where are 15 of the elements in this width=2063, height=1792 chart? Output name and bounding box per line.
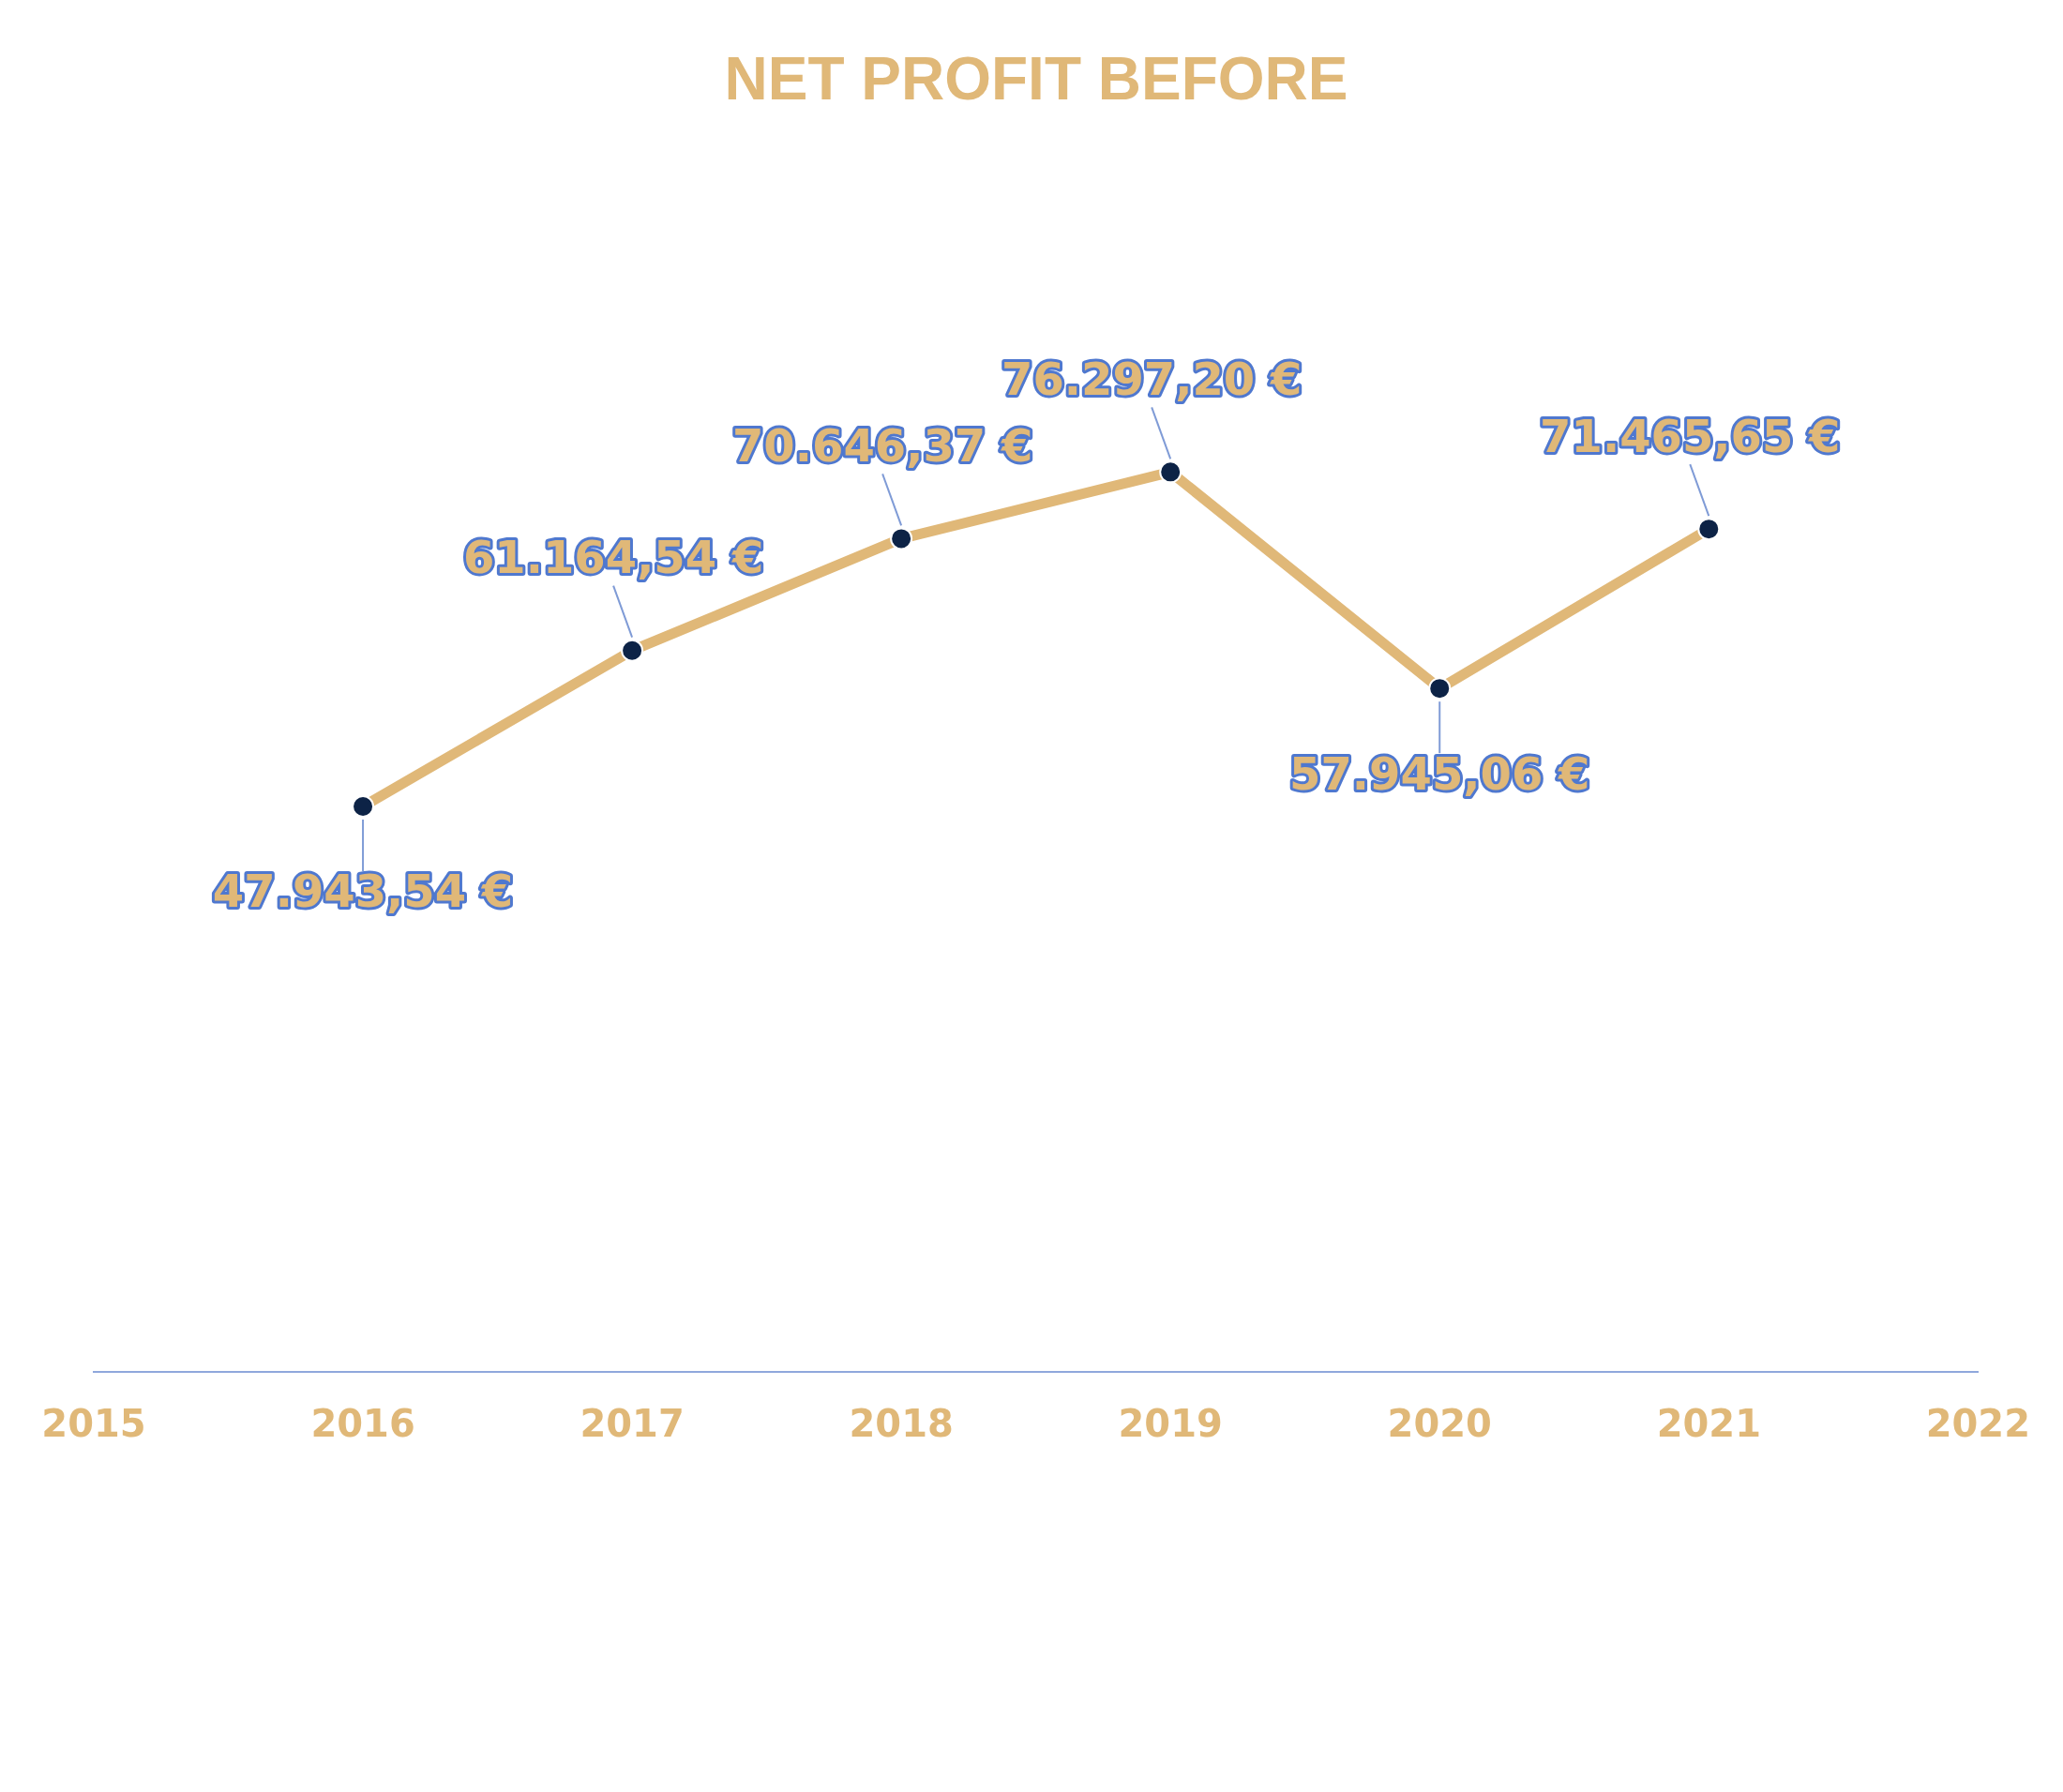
data-label: 61.164,54 € <box>462 531 764 584</box>
data-label: 47.943,54 € <box>212 865 514 918</box>
data-label: 57.945,06 € <box>1289 746 1590 800</box>
x-tick-label: 2016 <box>310 1402 415 1446</box>
data-label: 70.646,37 € <box>731 418 1033 472</box>
x-tick-label: 2017 <box>580 1402 685 1446</box>
x-tick-label: 2015 <box>41 1402 146 1446</box>
chart-title: NET PROFIT BEFORE <box>724 45 1348 113</box>
x-tick-label: 2020 <box>1387 1402 1492 1446</box>
x-tick-label: 2019 <box>1118 1402 1223 1446</box>
x-tick-label: 2021 <box>1656 1402 1761 1446</box>
x-tick-label: 2018 <box>849 1402 954 1446</box>
data-label: 71.465,65 € <box>1540 409 1841 462</box>
x-tick-label: 2022 <box>1925 1402 2030 1446</box>
data-label: 76.297,20 € <box>1001 352 1303 405</box>
